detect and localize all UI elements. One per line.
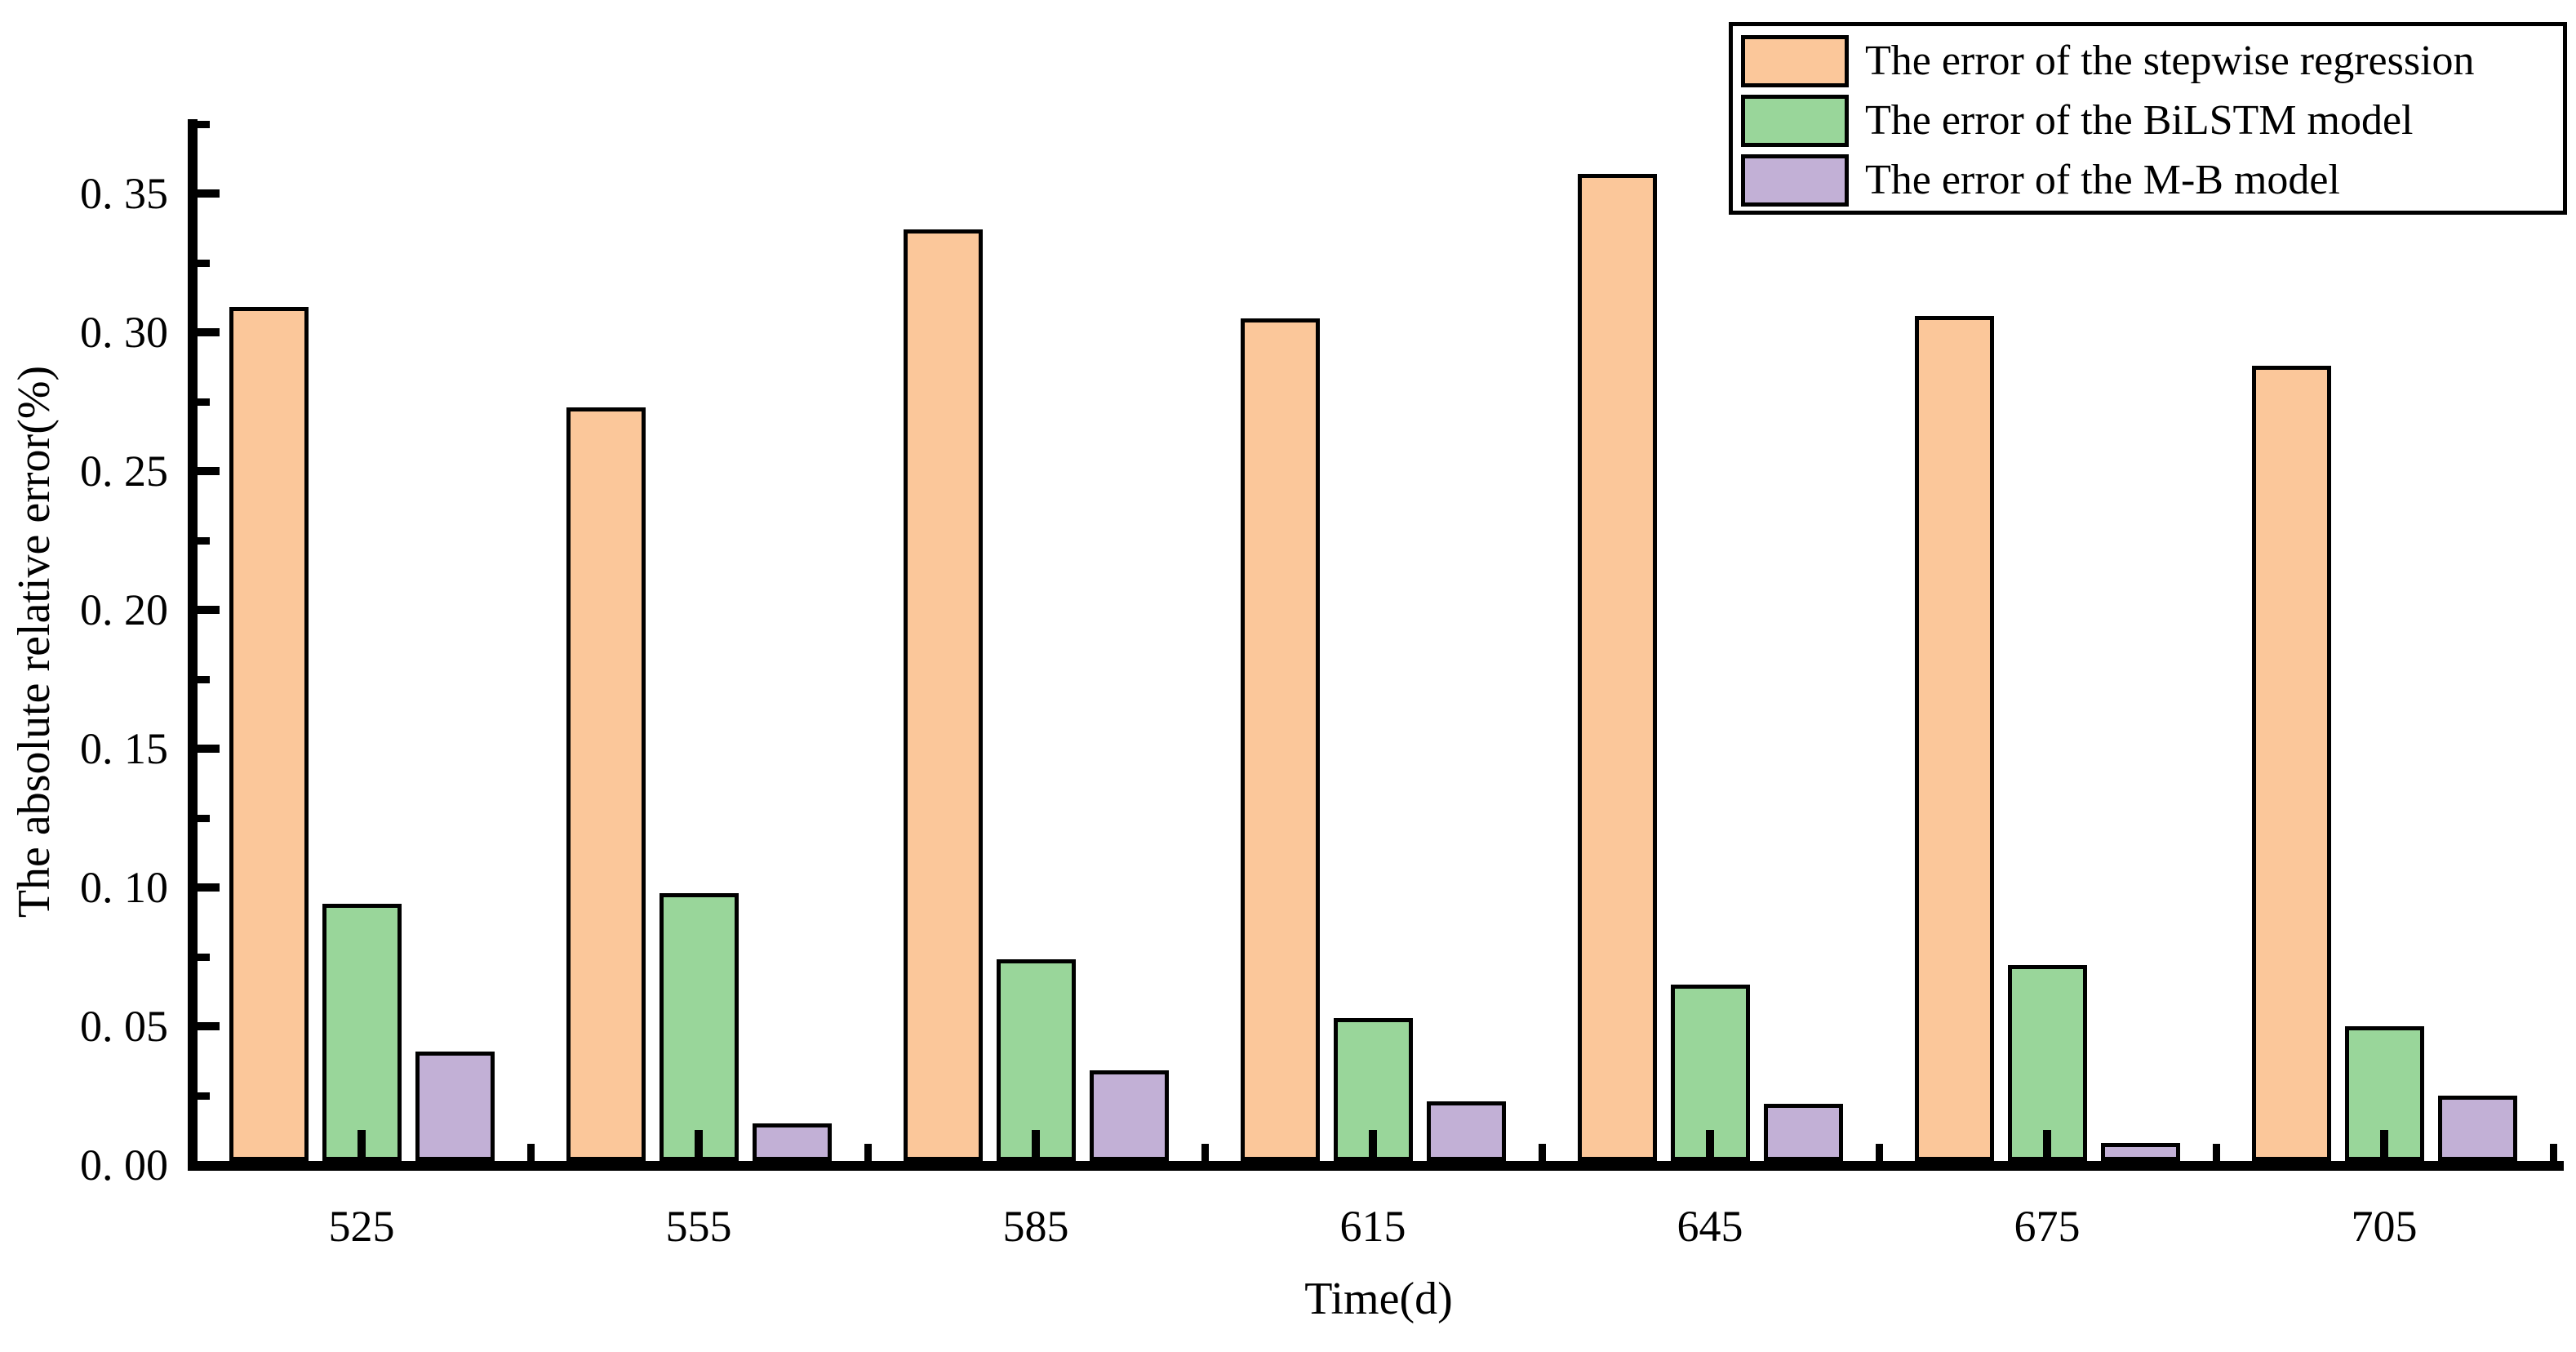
y-major-tick <box>198 1161 220 1169</box>
legend-label: The error of the M-B model <box>1865 156 2340 203</box>
y-major-tick <box>198 1022 220 1030</box>
bar <box>659 892 739 1161</box>
y-minor-tick <box>198 815 210 822</box>
x-minor-tick <box>1875 1144 1883 1161</box>
y-major-tick <box>198 328 220 336</box>
bar <box>2100 1142 2180 1161</box>
x-minor-tick <box>2212 1144 2220 1161</box>
x-major-tick <box>695 1130 703 1161</box>
bar <box>322 904 402 1161</box>
y-tick-label: 0. 15 <box>80 724 168 773</box>
x-minor-tick <box>526 1144 535 1161</box>
bar <box>996 959 1076 1161</box>
x-axis-title: Time(d) <box>1304 1274 1453 1324</box>
y-tick-label: 0. 30 <box>80 308 168 357</box>
bar <box>752 1123 832 1161</box>
x-major-tick <box>1032 1130 1040 1161</box>
y-tick-label: 0. 35 <box>80 169 168 218</box>
y-minor-tick <box>198 537 210 545</box>
y-tick-label: 0. 05 <box>80 1002 168 1051</box>
legend-swatch <box>1741 153 1849 207</box>
y-minor-tick <box>198 121 210 128</box>
legend-swatch <box>1741 34 1849 87</box>
bar <box>2007 965 2087 1161</box>
y-major-tick <box>198 745 220 753</box>
legend-label: The error of the stepwise regression <box>1865 37 2475 84</box>
y-axis-title: The absolute relative error(%) <box>9 365 60 918</box>
x-major-tick <box>358 1130 366 1161</box>
bar <box>566 407 646 1161</box>
y-tick-label: 0. 00 <box>80 1141 168 1190</box>
x-minor-tick <box>1201 1144 1209 1161</box>
bar <box>415 1051 495 1161</box>
legend-item: The error of the BiLSTM model <box>1741 91 2414 150</box>
bar <box>1089 1070 1169 1161</box>
legend-item: The error of the stepwise regression <box>1741 31 2475 91</box>
bar <box>229 307 309 1161</box>
bar <box>2437 1096 2517 1161</box>
legend: The error of the stepwise regression The … <box>1729 22 2567 215</box>
y-tick-label: 0. 25 <box>80 447 168 496</box>
bar <box>1763 1104 1843 1161</box>
y-minor-tick <box>198 954 210 961</box>
bar <box>1577 174 1657 1161</box>
x-tick-label: 675 <box>2014 1202 2081 1251</box>
y-major-tick <box>198 883 220 892</box>
x-tick-label: 585 <box>1002 1202 1069 1251</box>
y-minor-tick <box>198 398 210 406</box>
x-tick-label: 645 <box>1677 1202 1743 1251</box>
y-minor-tick <box>198 1092 210 1100</box>
y-minor-tick <box>198 676 210 683</box>
bar <box>2251 365 2331 1161</box>
legend-swatch <box>1741 94 1849 147</box>
y-tick-label: 0. 20 <box>80 585 168 634</box>
x-major-tick <box>2380 1130 2388 1161</box>
y-major-tick <box>198 189 220 198</box>
x-minor-tick <box>1538 1144 1546 1161</box>
x-minor-tick <box>864 1144 872 1161</box>
bar <box>1240 318 1320 1161</box>
x-tick-label: 555 <box>665 1202 732 1251</box>
x-axis-line <box>189 1161 2564 1171</box>
x-major-tick <box>1369 1130 1377 1161</box>
bar <box>903 229 983 1161</box>
x-minor-tick <box>2549 1144 2557 1161</box>
y-tick-label: 0. 10 <box>80 863 168 912</box>
bar <box>1426 1101 1506 1161</box>
x-tick-label: 525 <box>328 1202 395 1251</box>
y-major-tick <box>198 467 220 475</box>
bar <box>1914 315 1994 1161</box>
legend-item: The error of the M-B model <box>1741 150 2340 210</box>
legend-label: The error of the BiLSTM model <box>1865 96 2414 144</box>
y-major-tick <box>198 606 220 614</box>
y-minor-tick <box>198 260 210 267</box>
x-major-tick <box>2043 1130 2051 1161</box>
x-tick-label: 615 <box>1339 1202 1406 1251</box>
x-major-tick <box>1706 1130 1714 1161</box>
x-tick-label: 705 <box>2351 1202 2418 1251</box>
y-axis-line <box>188 119 198 1171</box>
